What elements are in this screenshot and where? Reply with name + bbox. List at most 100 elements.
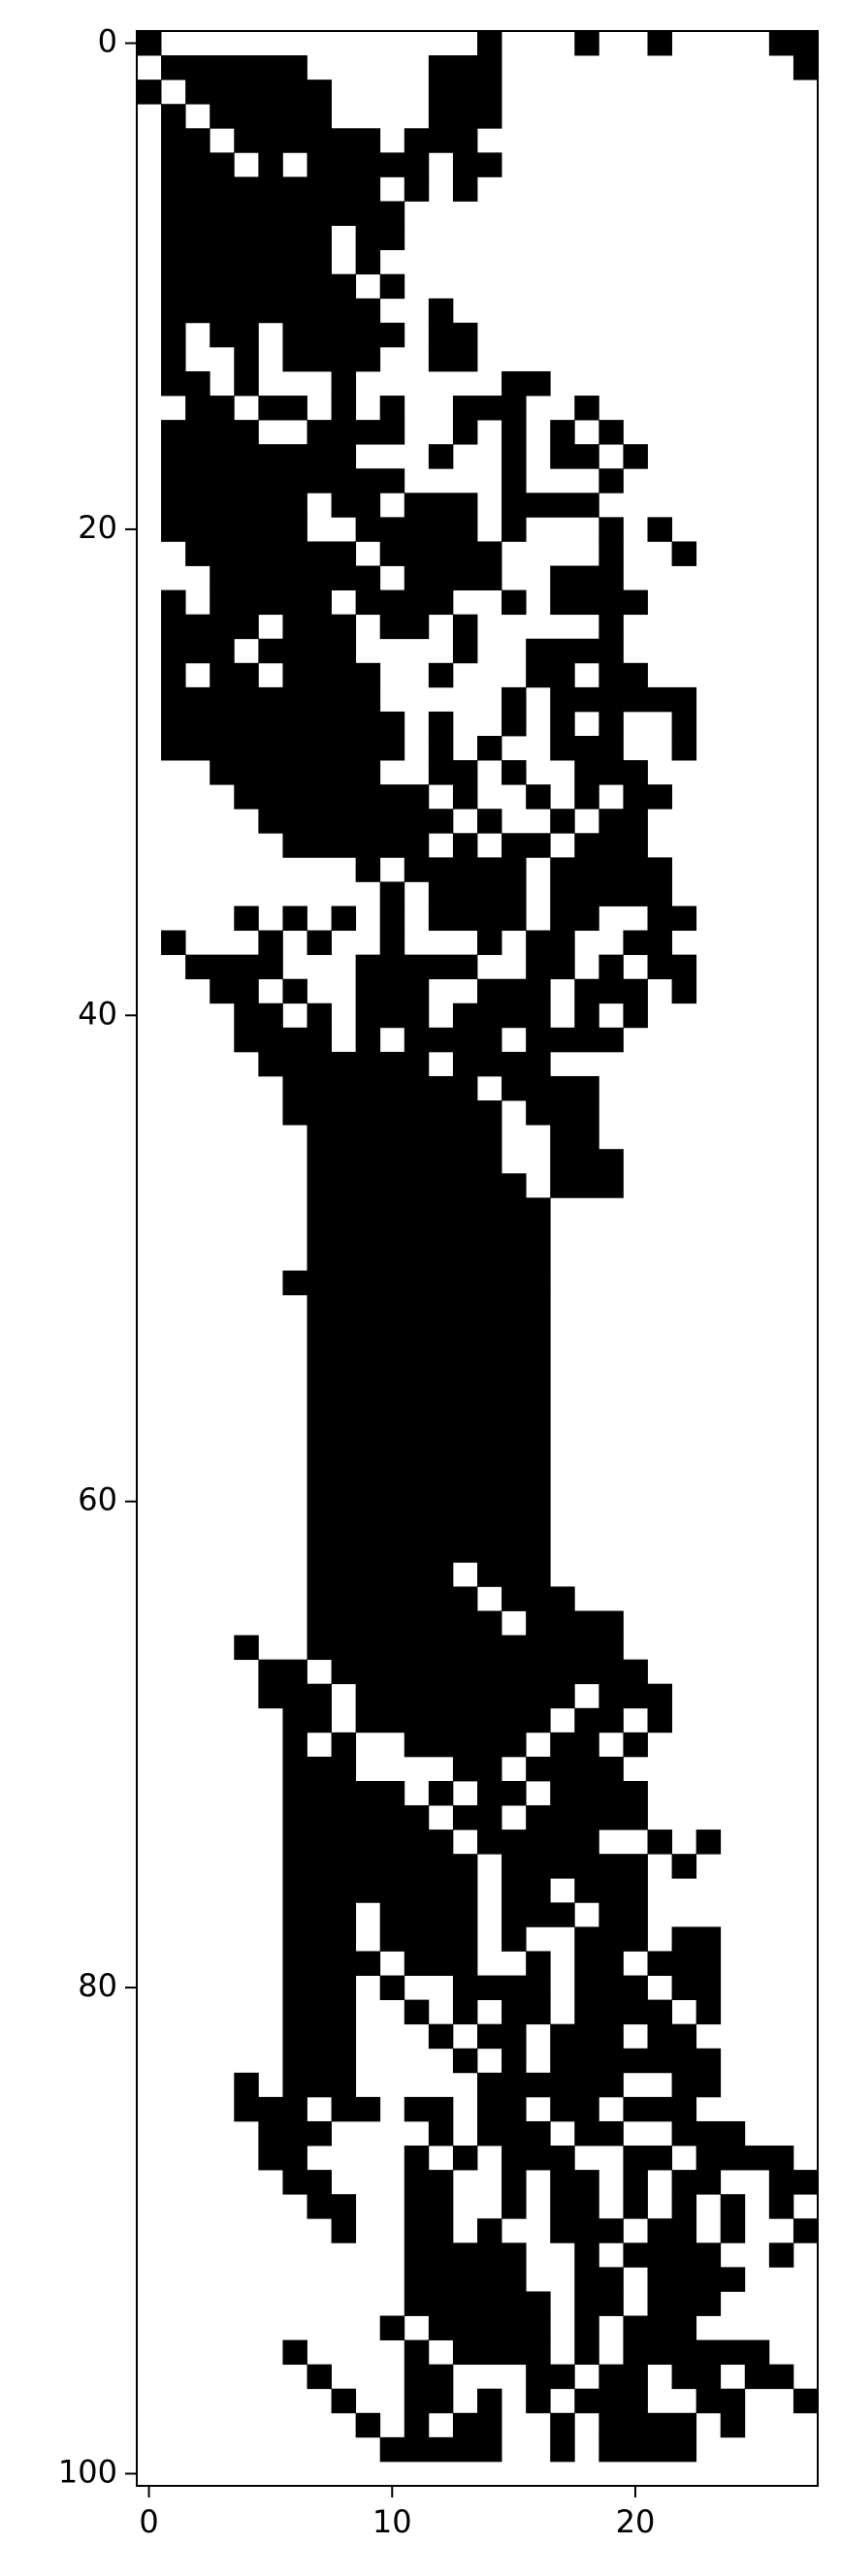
heatmap-cell-run	[307, 1391, 551, 1417]
heatmap-cell-run	[477, 2120, 551, 2147]
heatmap-cell-run	[550, 711, 575, 737]
heatmap-cell-run	[161, 176, 381, 202]
heatmap-cell-run	[210, 760, 381, 785]
heatmap-cell-run	[379, 541, 502, 566]
heatmap-cell-run	[452, 152, 502, 177]
heatmap-cell-run	[501, 1926, 527, 1952]
heatmap-cell-run	[501, 2048, 527, 2074]
heatmap-cell-run	[623, 2315, 697, 2340]
heatmap-cell-run	[574, 1707, 624, 1733]
heatmap-cell-run	[574, 2388, 648, 2414]
heatmap-cell-run	[598, 420, 624, 445]
heatmap-cell-run	[526, 954, 575, 980]
heatmap-cell-run	[452, 1756, 502, 1782]
heatmap-cell-run	[792, 2388, 819, 2414]
heatmap-cell-run	[574, 2315, 599, 2340]
heatmap-cell-run	[379, 1902, 478, 1927]
heatmap-cell-run	[307, 1635, 624, 1661]
heatmap-cell-run	[574, 2267, 624, 2292]
heatmap-cell-run	[477, 1780, 527, 1806]
heatmap-cell-run	[768, 2170, 819, 2195]
heatmap-cell-run	[307, 1441, 551, 1466]
heatmap-cell-run	[452, 833, 478, 858]
heatmap-cell-run	[185, 541, 357, 566]
x-axis: 0 10 20	[139, 2486, 655, 2540]
y-tick-label: 20	[78, 509, 117, 546]
heatmap-cell-run	[355, 517, 478, 542]
heatmap-cell-run	[428, 760, 478, 785]
heatmap-cell-run	[671, 2194, 697, 2219]
heatmap-cell-run	[477, 2218, 502, 2243]
heatmap-cell-run	[501, 1586, 575, 1611]
heatmap-cell-run	[404, 2194, 454, 2219]
heatmap-cell-run	[623, 2194, 648, 2219]
heatmap-cell-run	[282, 1732, 307, 1758]
heatmap-cell-run	[452, 1805, 502, 1830]
heatmap-cell-run	[307, 1294, 551, 1320]
heatmap-cell-run	[550, 809, 575, 834]
heatmap-cell-run	[282, 1707, 332, 1733]
heatmap-cell-run	[550, 2194, 599, 2219]
heatmap-cell-run	[355, 2412, 381, 2438]
heatmap-cell-run	[501, 1999, 551, 2025]
heatmap-cell-run	[452, 396, 527, 421]
heatmap-cell-run	[307, 1513, 551, 1539]
heatmap-cell-run	[428, 2120, 454, 2147]
heatmap-cell-run	[307, 1222, 551, 1247]
heatmap-cell-run	[550, 2218, 624, 2243]
heatmap-cell-run	[161, 420, 259, 445]
heatmap-cell-run	[307, 1197, 551, 1223]
heatmap-cell-run	[234, 784, 430, 810]
heatmap-cell-run	[598, 517, 624, 542]
heatmap-cell-run	[671, 2364, 722, 2390]
heatmap-cell-run	[282, 2339, 307, 2366]
heatmap-cell-run	[282, 1100, 502, 1126]
heatmap-cell-run	[307, 1489, 551, 1514]
heatmap-cell-run	[331, 2096, 381, 2122]
heatmap-cell-run	[501, 2146, 575, 2171]
heatmap-cell-run	[379, 2315, 405, 2340]
heatmap-cell-run	[379, 396, 405, 421]
heatmap-cell-run	[550, 2436, 575, 2463]
heatmap-cell-run	[307, 1538, 551, 1563]
heatmap-cell-run	[282, 1829, 454, 1855]
heatmap-cell-run	[355, 1683, 575, 1709]
heatmap-cell-run	[550, 2096, 599, 2122]
heatmap-cell-run	[526, 1951, 551, 1976]
heatmap-cell-run	[477, 978, 551, 1004]
heatmap-cell-run	[695, 2146, 794, 2171]
heatmap-cell-run	[404, 565, 502, 590]
heatmap-cell-run	[428, 881, 527, 906]
heatmap-cell-run	[452, 2048, 478, 2074]
heatmap-cell-run	[598, 2412, 697, 2438]
heatmap-cell-run	[404, 2364, 454, 2390]
heatmap-cell-run	[282, 2170, 332, 2195]
heatmap-cell-run	[598, 954, 624, 980]
heatmap-cell-run	[526, 638, 624, 664]
heatmap-cell-run	[282, 906, 307, 931]
heatmap-cell-run	[598, 1683, 672, 1709]
heatmap-cell-run	[307, 1246, 551, 1271]
heatmap-cell-run	[574, 784, 599, 810]
heatmap-cell-run	[574, 1926, 648, 1952]
heatmap-cell-run	[355, 1027, 381, 1053]
heatmap-cell-run	[623, 1002, 648, 1029]
heatmap-cell-run	[550, 1149, 624, 1174]
heatmap-cell-run	[258, 930, 283, 956]
heatmap-cell-run	[744, 2364, 794, 2390]
heatmap-cell-run	[282, 346, 381, 372]
heatmap-cell-run	[671, 1854, 697, 1879]
heatmap-cell-run	[404, 2096, 454, 2122]
heatmap-cell-run	[477, 736, 502, 761]
heatmap-cell-run	[550, 1173, 624, 1198]
heatmap-cell-run	[282, 1951, 381, 1976]
heatmap-cell-run	[574, 31, 599, 56]
heatmap-cell-run	[501, 1075, 599, 1101]
y-tick-label: 0	[98, 23, 117, 60]
heatmap-cell-run	[234, 2096, 307, 2122]
y-tick-label: 60	[78, 1481, 117, 1518]
heatmap-cell-run	[720, 2218, 746, 2243]
heatmap-cell-run	[695, 2388, 746, 2414]
heatmap-cell-run	[647, 517, 672, 542]
heatmap-cell-run	[452, 1975, 551, 2001]
